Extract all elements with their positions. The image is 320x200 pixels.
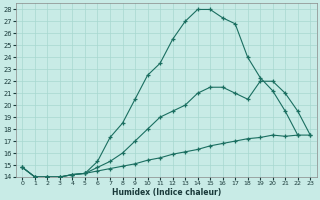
X-axis label: Humidex (Indice chaleur): Humidex (Indice chaleur): [112, 188, 221, 197]
